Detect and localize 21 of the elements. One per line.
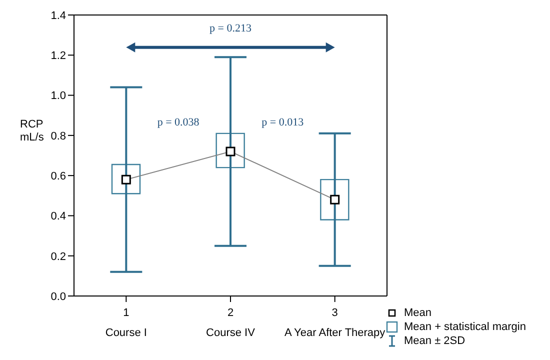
text: Course I <box>105 327 147 339</box>
y-tick-label: 0.0 <box>50 290 66 303</box>
x-tick-label: 1 <box>123 307 130 319</box>
y-tick-label: 1.0 <box>50 90 66 102</box>
y-tick-label: 0.6 <box>50 170 66 182</box>
annotation: p = 0.013 <box>262 116 304 129</box>
y-axis-title: RCP mL/s <box>20 118 44 144</box>
y-tick-label: 0.4 <box>50 210 66 223</box>
annotation: p = 0.038 <box>157 116 200 129</box>
annotation: p = 0.213 <box>210 22 252 34</box>
text: Mean ± 2SD <box>404 334 466 348</box>
y-tick-label: 1.4 <box>50 10 66 22</box>
x-tick-label: 3 <box>332 307 338 319</box>
text: A Year After Therapy <box>284 327 386 339</box>
legend-label: Mean <box>404 306 432 320</box>
y-tick-label: 1.2 <box>50 50 66 62</box>
x-tick-label: 2 <box>227 307 234 319</box>
legend-label: Mean + statistical margin <box>404 320 526 334</box>
y-tick-label: 0.8 <box>50 130 66 142</box>
text: Course IV <box>206 327 256 339</box>
y-tick-label: 0.2 <box>50 250 66 263</box>
